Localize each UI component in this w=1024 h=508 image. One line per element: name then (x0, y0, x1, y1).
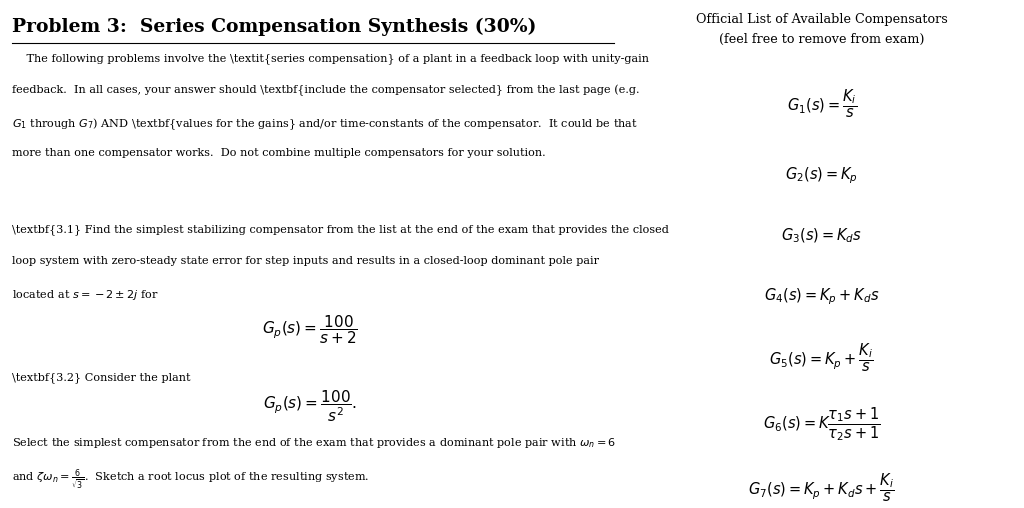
Text: $G_3(s) = K_d s$: $G_3(s) = K_d s$ (781, 227, 862, 245)
Text: $G_6(s) = K\dfrac{\tau_1 s+1}{\tau_2 s+1}$: $G_6(s) = K\dfrac{\tau_1 s+1}{\tau_2 s+1… (763, 405, 881, 443)
Text: Official List of Available Compensators: Official List of Available Compensators (696, 13, 947, 26)
Text: $G_p(s) = \dfrac{100}{s^2}.$: $G_p(s) = \dfrac{100}{s^2}.$ (263, 389, 356, 424)
Text: $G_4(s) = K_p + K_d s$: $G_4(s) = K_p + K_d s$ (764, 287, 880, 307)
Text: $G_1(s) = \dfrac{K_i}{s}$: $G_1(s) = \dfrac{K_i}{s}$ (786, 88, 857, 120)
Text: more than one compensator works.  Do not combine multiple compensators for your : more than one compensator works. Do not … (12, 148, 546, 158)
Text: $G_1$ through $G_7$) AND \textbf{values for the gains} and/or time-constants of : $G_1$ through $G_7$) AND \textbf{values … (12, 116, 638, 132)
Text: \textbf{3.1} Find the simplest stabilizing compensator from the list at the end : \textbf{3.1} Find the simplest stabilizi… (12, 225, 669, 235)
Text: (feel free to remove from exam): (feel free to remove from exam) (719, 33, 925, 46)
Text: Problem 3:  Series Compensation Synthesis (30%): Problem 3: Series Compensation Synthesis… (12, 18, 537, 36)
Text: The following problems involve the \textit{series compensation} of a plant in a : The following problems involve the \text… (12, 53, 649, 64)
Text: located at $s = -2 \pm 2j$ for: located at $s = -2 \pm 2j$ for (12, 288, 159, 302)
Text: \textbf{3.2} Consider the plant: \textbf{3.2} Consider the plant (12, 372, 190, 383)
Text: $G_5(s) = K_p + \dfrac{K_i}{s}$: $G_5(s) = K_p + \dfrac{K_i}{s}$ (769, 342, 874, 374)
Text: Select the simplest compensator from the end of the exam that provides a dominan: Select the simplest compensator from the… (12, 436, 616, 450)
Text: $G_7(s) = K_p + K_d s + \dfrac{K_i}{s}$: $G_7(s) = K_p + K_d s + \dfrac{K_i}{s}$ (749, 471, 895, 504)
Text: and $\zeta\omega_n = \frac{6}{\sqrt{3}}$.  Sketch a root locus plot of the resul: and $\zeta\omega_n = \frac{6}{\sqrt{3}}$… (12, 467, 370, 493)
Text: loop system with zero-steady state error for step inputs and results in a closed: loop system with zero-steady state error… (12, 256, 599, 266)
Text: $G_2(s) = K_p$: $G_2(s) = K_p$ (785, 165, 858, 185)
Text: feedback.  In all cases, your answer should \textbf{include the compensator sele: feedback. In all cases, your answer shou… (12, 85, 640, 96)
Text: $G_p(s) = \dfrac{100}{s+2}$: $G_p(s) = \dfrac{100}{s+2}$ (262, 313, 357, 345)
